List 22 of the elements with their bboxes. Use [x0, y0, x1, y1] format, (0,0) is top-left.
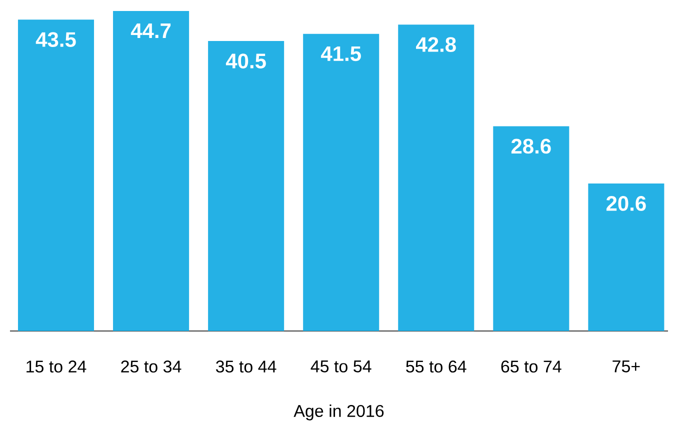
data-label: 20.6	[606, 196, 646, 211]
bar	[18, 20, 94, 331]
x-tick-label: 25 to 34	[121, 360, 182, 373]
data-label: 28.6	[511, 138, 551, 154]
data-label: 41.5	[320, 46, 361, 62]
bar	[208, 41, 284, 331]
x-tick-label: 15 to 24	[26, 360, 86, 373]
bar	[303, 34, 380, 331]
x-tick-label: 55 to 64	[406, 360, 466, 373]
bar	[493, 126, 570, 331]
data-label: 42.8	[416, 37, 456, 52]
data-label: 44.7	[130, 24, 171, 38]
bar	[588, 184, 664, 331]
data-label: 40.5	[226, 54, 266, 68]
bar	[113, 10, 190, 331]
x-tick-label: 75+	[612, 360, 640, 372]
bar	[398, 24, 474, 331]
x-tick-label: 65 to 74	[501, 360, 562, 373]
x-tick-label: 45 to 54	[310, 360, 372, 372]
x-tick-label: 35 to 44	[216, 360, 276, 373]
x-axis-title: Age in 2016	[294, 404, 384, 420]
data-label: 43.5	[36, 32, 76, 48]
